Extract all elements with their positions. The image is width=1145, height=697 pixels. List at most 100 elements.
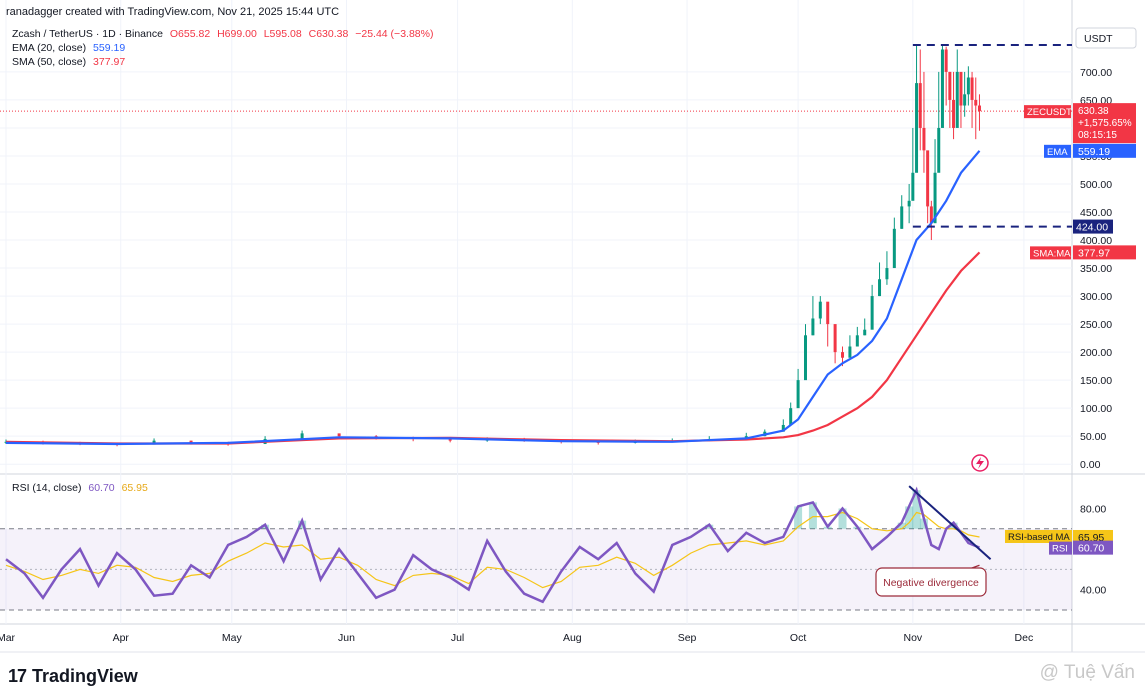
candle-body [448,438,452,441]
sma-value-tag [1073,245,1136,260]
time-tick-label: Dec [1015,632,1034,644]
rsi-ma-legend-value: 65.95 [121,482,148,494]
candle-body [811,318,815,336]
candle-body [911,172,915,201]
last-price-tag [1073,103,1136,144]
ema-tag [1044,144,1071,158]
ema-value-tag [1073,143,1136,158]
candle-body [818,301,822,319]
ema-20-line [5,150,981,446]
symbol-legend: Zcash / TetherUS · 1D · Binance O655.82 … [12,28,433,40]
candle-body [781,424,785,432]
price-tick-label: 700.00 [1080,67,1112,79]
price-tick-label: 0.00 [1080,459,1101,471]
candle-body [892,228,896,269]
candle-body [804,335,807,381]
last-price-change: +1,575.65% [1078,118,1132,129]
candle-body [885,268,889,280]
time-tick-label: Sep [678,632,697,644]
time-tick-label: Apr [113,632,130,644]
annotation-box [875,567,987,597]
candle-body [926,150,930,207]
rsi-tag-value: 60.70 [1078,543,1104,555]
candle-body [952,99,956,128]
sma-tag-label: SMA:MA [1033,248,1071,259]
price-tick-label: 300.00 [1080,291,1112,303]
ohlc-low: L595.08 [263,28,302,40]
ohlc-close: C630.38 [308,28,349,40]
candle-body [878,279,882,297]
price-tick-label: 500.00 [1080,179,1112,191]
time-tick-label: Oct [790,632,806,644]
candle-body [848,346,852,358]
watermark: @ Tuệ Vấn [1039,662,1135,683]
candle-body [940,49,944,128]
price-tick-label: 100.00 [1080,403,1112,415]
candle-body [974,99,978,106]
ema-legend[interactable]: EMA (20, close) 559.19 [12,42,125,54]
currency-badge [1075,27,1137,49]
rsi-overbought-fill [794,506,803,529]
time-tick-label: Mar [0,632,16,644]
rsi-ma-tag [1005,529,1072,543]
candle-body [870,296,874,330]
rsi-ma-line [5,511,980,589]
price-tick-label: 400.00 [1080,235,1112,247]
rsi-tick-label: 40.00 [1080,585,1106,597]
sma-tag-value: 377.97 [1078,247,1110,259]
price-tick-label: 350.00 [1080,263,1112,275]
candle-body [796,380,800,409]
rsi-tag [1049,541,1072,555]
time-tick-label: Jul [451,632,464,644]
price-tick-label: 450.00 [1080,207,1112,219]
tradingview-logo[interactable]: 17 TradingView [8,666,138,687]
divergence-trendline [908,485,992,560]
rsi-overbought-fill [808,502,817,529]
sma-legend-label: SMA (50, close) [12,56,87,68]
time-tick-label: Aug [563,632,582,644]
rsi-overbought-fill [897,522,906,529]
time-tick-label: May [222,632,243,644]
candle-body [789,408,793,425]
candle-body [966,77,970,95]
rsi-legend[interactable]: RSI (14, close) 60.70 65.95 [12,482,148,494]
candle-body [915,83,919,173]
ema-tag-label: EMA [1047,147,1068,158]
rsi-line [5,486,980,604]
rsi-overbought-fill [905,506,914,529]
rsi-value-tag [1073,540,1113,555]
symbol-name: Zcash / TetherUS · 1D · Binance [12,28,163,40]
candle-body [959,71,963,106]
sma-tag [1030,246,1071,260]
symbol-tag-label: ZECUSDT [1027,107,1072,118]
annotation-text: Negative divergence [883,577,979,589]
time-tick-label: Nov [903,632,922,644]
tradingview-logo-icon: 17 [8,666,27,686]
rsi-overbought-fill [919,518,928,529]
rsi-legend-label: RSI (14, close) [12,482,82,494]
candle-body [841,352,845,358]
flash-icon [976,457,984,469]
ohlc-open: O655.82 [169,28,211,40]
candle-body [929,206,933,224]
last-price-value: 630.38 [1078,106,1109,117]
price-tick-label: 50.00 [1080,431,1106,443]
candle-body [948,71,952,100]
price-tick-label: 250.00 [1080,319,1112,331]
ema-tag-value: 559.19 [1078,146,1110,158]
sma-legend[interactable]: SMA (50, close) 377.97 [12,56,125,68]
events-flash-icon [971,454,989,472]
rsi-ma-tag-label: RSI-based MA [1008,532,1070,543]
candle-body [977,105,981,112]
candle-body [826,301,830,325]
last-price-countdown: 08:15:15 [1078,130,1117,141]
candle-body [937,127,941,173]
price-tick-label: 200.00 [1080,347,1112,359]
rsi-overbought-fill [912,490,921,529]
tradingview-logo-text: TradingView [32,666,138,686]
candle-body [955,71,959,128]
rsi-legend-value: 60.70 [88,482,115,494]
candle-body [863,329,867,336]
level-value-tag [1073,219,1113,234]
